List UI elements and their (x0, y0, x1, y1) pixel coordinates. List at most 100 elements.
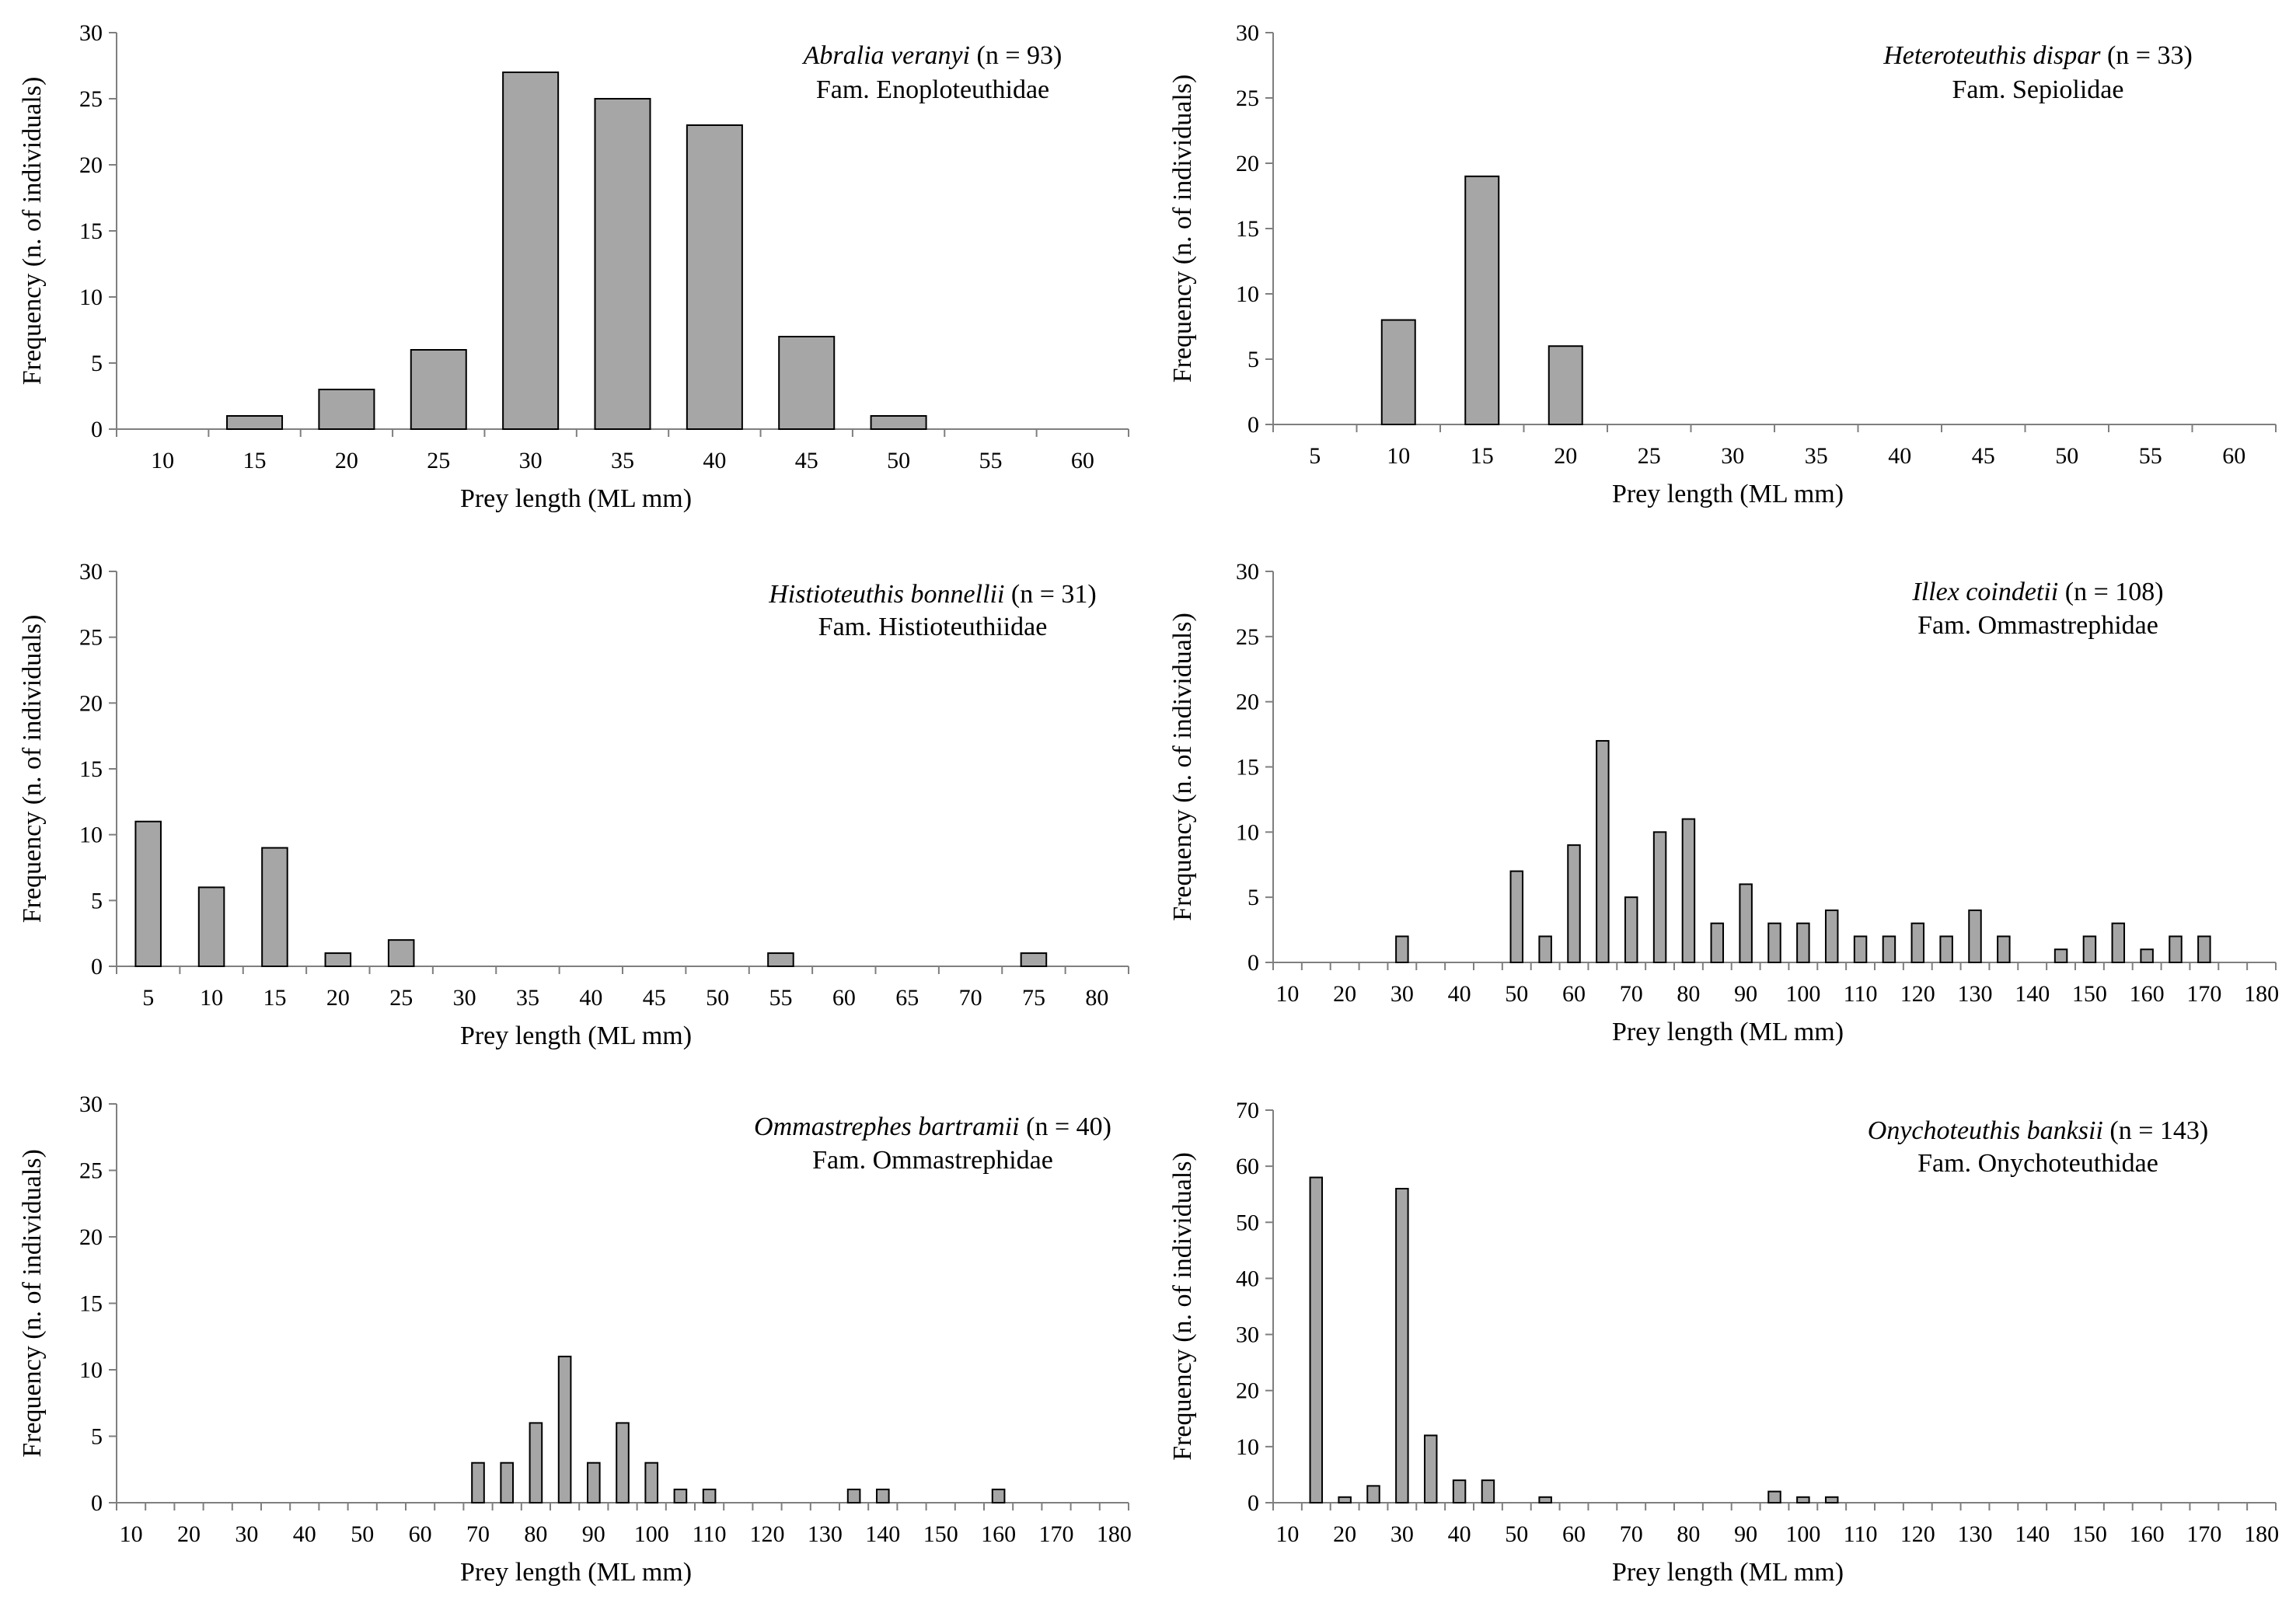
bar-105 (673, 1488, 688, 1504)
x-tick-label: 30 (519, 448, 543, 473)
bar-25 (387, 939, 415, 967)
y-tick-label: 0 (91, 1490, 103, 1516)
sample-size: (n = 40) (1026, 1112, 1111, 1141)
x-axis-title: Prey length (ML mm) (1612, 480, 1844, 508)
bar-100 (1796, 1496, 1810, 1504)
bar-135 (846, 1488, 861, 1504)
panel-title: Heteroteuthis dispar (n = 33) (1883, 41, 2193, 70)
bar-55 (767, 952, 794, 967)
y-tick-label: 40 (1236, 1266, 1259, 1291)
bar-50 (1509, 870, 1524, 963)
x-tick-label: 45 (1972, 443, 1995, 469)
bar-105 (1824, 909, 1839, 964)
x-tick-label: 55 (979, 448, 1002, 473)
y-tick-label: 30 (1236, 559, 1259, 585)
y-tick-label: 10 (79, 285, 103, 310)
bar-95 (1767, 922, 1781, 963)
x-tick-label: 10 (151, 448, 174, 473)
x-tick-label: 20 (1333, 1521, 1356, 1547)
bar-10 (197, 886, 225, 968)
x-tick-label: 20 (326, 985, 350, 1011)
y-tick-label: 25 (1236, 86, 1259, 111)
x-tick-label: 110 (693, 1521, 727, 1547)
panel-title: Ommastrephes bartramii (n = 40) (754, 1112, 1111, 1141)
species-name: Heteroteuthis dispar (1883, 41, 2107, 70)
x-tick-label: 90 (1734, 1521, 1757, 1547)
y-tick-label: 25 (79, 86, 103, 112)
x-axis-title: Prey length (ML mm) (460, 484, 692, 513)
y-tick-label: 10 (1236, 1434, 1259, 1460)
y-tick-label: 30 (1236, 20, 1259, 46)
bar-30 (1395, 1188, 1409, 1503)
y-axis-title: Frequency (n. of individuals) (18, 1149, 47, 1458)
y-tick-label: 15 (79, 1291, 103, 1317)
x-tick-label: 140 (2015, 1521, 2050, 1547)
x-tick-label: 70 (1620, 1521, 1643, 1547)
bar-140 (875, 1488, 890, 1504)
y-tick-label: 10 (79, 822, 103, 848)
bar-15 (226, 415, 284, 430)
x-tick-label: 10 (1275, 981, 1299, 1007)
y-tick-label: 25 (79, 1158, 103, 1184)
chart-panel-5: 0 5 10 15 20 25 30 10 20 30 40 50 60 70 80 90 100 110 120 1… (18, 1091, 1132, 1587)
bar-160 (2140, 948, 2154, 963)
species-name: Histioteuthis bonnellii (768, 580, 1011, 609)
bar-165 (2169, 935, 2183, 964)
bar-35 (594, 98, 651, 430)
bar-80 (1681, 818, 1696, 963)
bar-130 (1968, 909, 1982, 964)
bar-85 (1710, 922, 1725, 963)
bar-110 (1853, 935, 1868, 964)
x-tick-label: 110 (1844, 981, 1878, 1007)
bar-75 (1020, 952, 1048, 967)
x-tick-label: 30 (235, 1521, 258, 1547)
bar-20 (318, 389, 375, 430)
bar-70 (471, 1462, 485, 1503)
x-tick-label: 170 (2186, 981, 2221, 1007)
bar-85 (557, 1355, 572, 1504)
bar-45 (1481, 1479, 1495, 1503)
x-tick-label: 35 (611, 448, 634, 473)
x-tick-label: 25 (389, 985, 413, 1011)
x-tick-label: 20 (1333, 981, 1356, 1007)
x-tick-label: 180 (1097, 1521, 1132, 1547)
y-tick-label: 20 (79, 1224, 103, 1250)
x-tick-label: 180 (2244, 981, 2279, 1007)
x-tick-label: 10 (120, 1521, 143, 1547)
bar-155 (2111, 922, 2126, 963)
x-tick-label: 15 (263, 985, 286, 1011)
x-tick-label: 55 (2139, 443, 2162, 469)
bar-110 (702, 1488, 717, 1504)
x-tick-label: 120 (750, 1521, 785, 1547)
y-axis-title: Frequency (n. of individuals) (1168, 75, 1197, 383)
species-name: Abralia veranyi (802, 41, 977, 70)
x-tick-label: 30 (1721, 443, 1744, 469)
x-tick-label: 40 (293, 1521, 316, 1547)
bar-95 (616, 1422, 630, 1504)
panel-title: Abralia veranyi (n = 93) (802, 41, 1063, 70)
x-tick-label: 20 (335, 448, 358, 473)
x-tick-label: 30 (1391, 981, 1414, 1007)
bar-100 (644, 1462, 659, 1503)
chart-panel-2: 0 5 10 15 20 25 30 5 10 15 20 25 30 35 40 45 50 55 60 Prey … (1168, 20, 2277, 508)
x-tick-label: 45 (643, 985, 666, 1011)
y-tick-label: 0 (1247, 412, 1259, 438)
chart-panel-6: 0 10 20 30 40 50 60 70 10 20 30 40 50 60 70 80 90 100 110 1… (1168, 1098, 2279, 1587)
bar-10 (1380, 319, 1416, 425)
x-tick-label: 40 (1448, 981, 1471, 1007)
bar-50 (870, 415, 927, 430)
family-label: Fam. Onychoteuthidae (1917, 1149, 2158, 1178)
x-tick-label: 80 (1677, 1521, 1700, 1547)
x-tick-label: 100 (1785, 981, 1820, 1007)
x-tick-label: 25 (1638, 443, 1661, 469)
y-tick-label: 20 (1236, 690, 1259, 715)
x-tick-label: 10 (1275, 1521, 1299, 1547)
x-tick-label: 25 (427, 448, 450, 473)
x-tick-label: 100 (634, 1521, 669, 1547)
bar-5 (134, 820, 162, 967)
x-tick-label: 35 (516, 985, 539, 1011)
x-tick-label: 80 (524, 1521, 547, 1547)
x-tick-label: 15 (1471, 443, 1494, 469)
x-tick-label: 35 (1805, 443, 1828, 469)
